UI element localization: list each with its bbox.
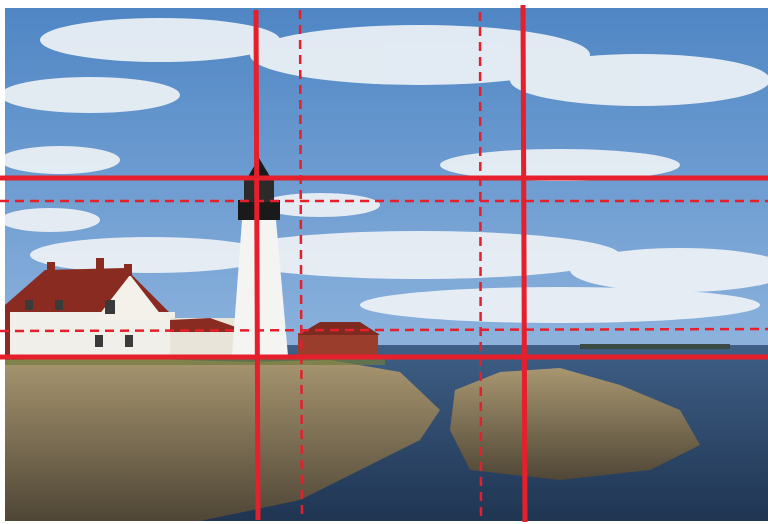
third-line-vertical — [523, 5, 525, 522]
distant-island — [580, 344, 730, 349]
photo-with-grid — [0, 0, 768, 524]
page: Photo with grid overlay {} html, body { … — [0, 0, 768, 524]
page-body: (() => { const data = JSON.parse(documen… — [0, 0, 768, 524]
third-line-vertical — [256, 10, 258, 520]
photo — [0, 8, 768, 521]
